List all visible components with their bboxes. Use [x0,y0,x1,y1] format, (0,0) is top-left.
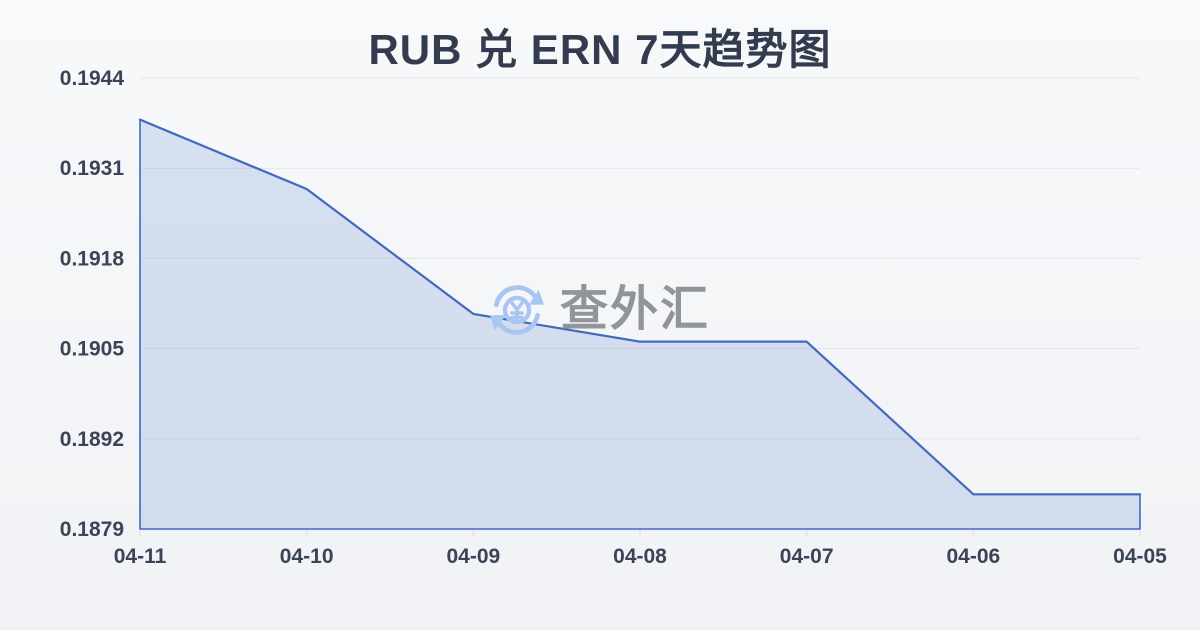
chart-title: RUB 兑 ERN 7天趋势图 [368,26,832,73]
y-axis-label: 0.1905 [60,338,125,361]
x-axis-label: 04-11 [114,545,167,568]
x-axis-label: 04-05 [1113,545,1167,568]
y-axis-label: 0.1931 [60,157,125,180]
x-axis-label: 04-09 [446,545,500,568]
y-axis-label: 0.1944 [60,67,125,90]
y-axis-label: 0.1879 [60,518,124,541]
y-axis-label: 0.1892 [60,428,124,451]
x-axis-label: 04-10 [280,545,334,568]
x-axis-label: 04-07 [780,545,834,568]
y-axis-label: 0.1918 [60,247,125,270]
x-axis-label: 04-08 [613,545,667,568]
x-axis-label: 04-06 [946,545,1000,568]
trend-line [138,118,1142,496]
